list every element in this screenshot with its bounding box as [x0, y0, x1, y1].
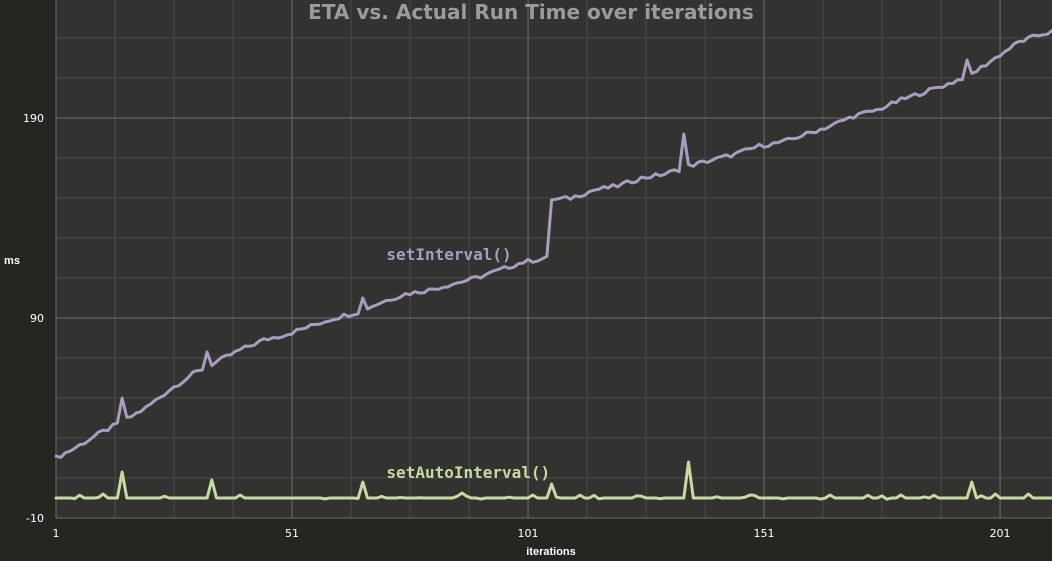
series-line-setautointerval	[54, 460, 1052, 501]
annotations: setInterval() setAutoInterval()	[386, 245, 550, 482]
chart-title: ETA vs. Actual Run Time over iterations	[308, 0, 754, 24]
series-annotation: setAutoInterval()	[386, 463, 550, 482]
y-tick-label: 90	[30, 312, 44, 325]
x-tick-label: 201	[990, 527, 1011, 540]
x-tick-label: 51	[285, 527, 299, 540]
series-annotation: setInterval()	[386, 245, 511, 264]
y-axis-label: ms	[4, 255, 20, 267]
x-tick-label: 151	[754, 527, 775, 540]
grid	[55, 0, 1052, 519]
x-axis-label: iterations	[526, 546, 576, 558]
series-layer	[54, 29, 1052, 501]
y-tick-label: 190	[23, 112, 44, 125]
series-line-setinterval	[54, 29, 1052, 459]
plot-area	[56, 0, 1052, 518]
x-tick-label: 1	[53, 527, 60, 540]
y-tick-label: -10	[26, 512, 44, 525]
x-tick-label: 101	[518, 527, 539, 540]
